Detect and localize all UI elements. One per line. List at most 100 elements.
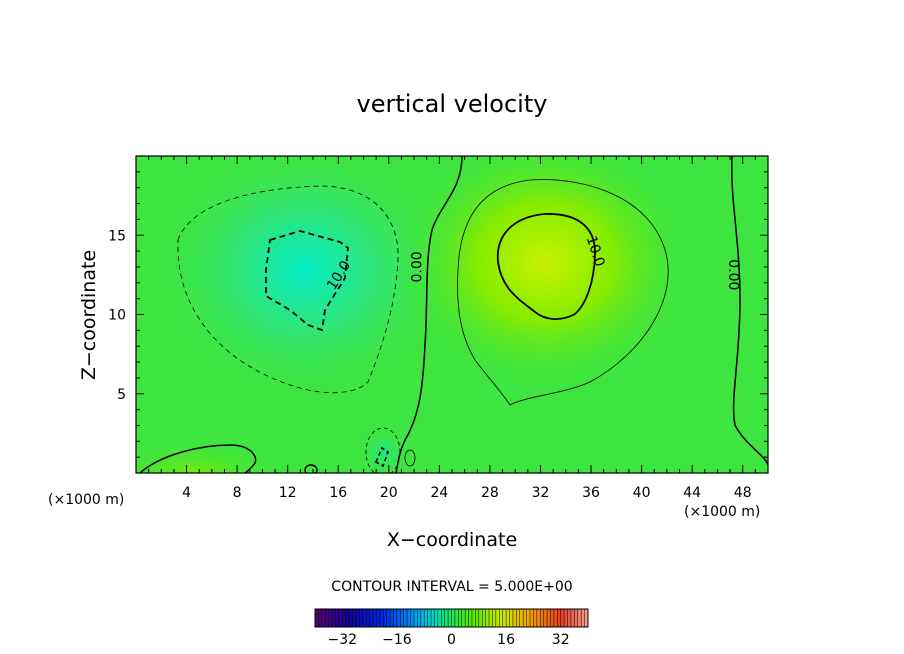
x-tick-label: 36 [582, 485, 600, 501]
colorbar-swatch [502, 609, 507, 627]
colorbar-swatch [454, 609, 459, 627]
colorbar-swatch [553, 609, 558, 627]
colorbar-swatch [321, 609, 326, 627]
colorbar-swatch [420, 609, 425, 627]
colorbar-swatch [475, 609, 480, 627]
colorbar-swatch [379, 609, 384, 627]
colorbar-swatch [465, 609, 469, 627]
colorbar-tick-label: 0 [447, 632, 456, 648]
colorbar-swatch [318, 609, 323, 627]
colorbar-swatch [359, 609, 364, 627]
colorbar-swatch [400, 609, 405, 627]
x-axis-label: X−coordinate [387, 529, 517, 551]
colorbar-swatch [523, 609, 527, 627]
colorbar-swatch [417, 609, 422, 627]
contour-small-updraft [404, 449, 416, 467]
contour-small-downdraft-inner [374, 446, 389, 468]
colorbar-swatch [550, 609, 555, 627]
colorbar-swatch [373, 609, 377, 627]
colorbar-swatch [386, 609, 391, 627]
colorbar-swatch [444, 609, 449, 627]
colorbar [314, 608, 589, 628]
colorbar-swatch [557, 609, 561, 627]
x-tick-label: 16 [329, 485, 347, 501]
colorbar-swatch [349, 609, 353, 627]
colorbar-swatch [342, 609, 347, 627]
x-tick-label: 20 [380, 485, 398, 501]
colorbar-swatch [390, 609, 394, 627]
x-unit-left: (×1000 m) [48, 492, 124, 508]
colorbar-swatch [451, 609, 456, 627]
colorbar-swatch [529, 609, 534, 627]
colorbar-swatch [424, 609, 428, 627]
colorbar-swatch [335, 609, 340, 627]
colorbar-swatch [437, 609, 442, 627]
contour-label: 0.00 [410, 251, 426, 282]
x-tick-label: 28 [481, 485, 499, 501]
contour-zero-lower-left [139, 444, 257, 473]
colorbar-swatch [345, 609, 350, 627]
x-axis-ticks: 4 8 12 16 20 24 28 32 36 40 44 48 [148, 156, 756, 501]
colorbar-swatch [560, 609, 565, 627]
colorbar-swatch [328, 609, 333, 627]
colorbar-swatch [315, 609, 319, 627]
colorbar-swatch [366, 609, 370, 627]
colorbar-swatch [519, 609, 524, 627]
x-tick-label: 8 [233, 485, 242, 501]
colorbar-tick-label: 32 [552, 632, 570, 648]
colorbar-swatch [567, 609, 572, 627]
downdraft-shading [155, 156, 455, 400]
colorbar-swatch [570, 609, 575, 627]
x-unit-right: (×1000 m) [684, 504, 760, 520]
colorbar-swatch [564, 609, 568, 627]
colorbar-swatch [461, 609, 466, 627]
chart-title: vertical velocity [357, 90, 548, 118]
colorbar-swatch [540, 609, 544, 627]
x-tick-label: 40 [633, 485, 651, 501]
contour-interval-label: CONTOUR INTERVAL = 5.000E+00 [331, 579, 572, 595]
contour-neg5-downdraft [177, 185, 399, 394]
contour-small-zero [304, 464, 318, 473]
colorbar-swatch [543, 609, 548, 627]
x-tick-label: 48 [734, 485, 752, 501]
contour-zero-right [730, 156, 768, 466]
contour-neg10-downdraft [265, 230, 349, 332]
contour-pos10-updraft [497, 213, 596, 320]
colorbar-swatch [448, 609, 452, 627]
colorbar-swatch [492, 609, 497, 627]
colorbar-frame [314, 608, 589, 628]
colorbar-swatch [338, 609, 343, 627]
colorbar-tick-label: −32 [328, 632, 358, 648]
colorbar-swatch [533, 609, 538, 627]
contour-zero-central [395, 156, 463, 473]
colorbar-swatch [325, 609, 329, 627]
colorbar-swatch [499, 609, 503, 627]
colorbar-swatch [478, 609, 483, 627]
x-tick-label: 32 [532, 485, 550, 501]
contour-small-downdraft-outer [365, 427, 401, 473]
colorbar-swatch [471, 609, 476, 627]
colorbar-swatch [482, 609, 486, 627]
colorbar-swatch [434, 609, 439, 627]
colorbar-tick-label: −16 [382, 632, 412, 648]
colorbar-swatch [393, 609, 398, 627]
y-tick-label: 5 [117, 387, 126, 403]
colorbar-swatch [362, 609, 367, 627]
x-tick-label: 44 [683, 485, 701, 501]
colorbar-swatch [431, 609, 435, 627]
colorbar-tick-labels: −32 −16 0 16 32 [328, 632, 570, 648]
contour-label: 0.00 [725, 259, 741, 290]
colorbar-swatch [581, 609, 585, 627]
colorbar-swatch [427, 609, 432, 627]
colorbar-swatch [413, 609, 418, 627]
y-axis-ticks: 5 10 15 [108, 171, 768, 458]
x-tick-label: 12 [279, 485, 297, 501]
colorbar-swatch [516, 609, 521, 627]
colorbar-swatch [512, 609, 517, 627]
colorbar-swatch [577, 609, 582, 627]
colorbar-swatch [574, 609, 579, 627]
colorbar-swatch [383, 609, 387, 627]
contour-pos5-updraft [457, 179, 669, 406]
colorbar-swatch [355, 609, 360, 627]
